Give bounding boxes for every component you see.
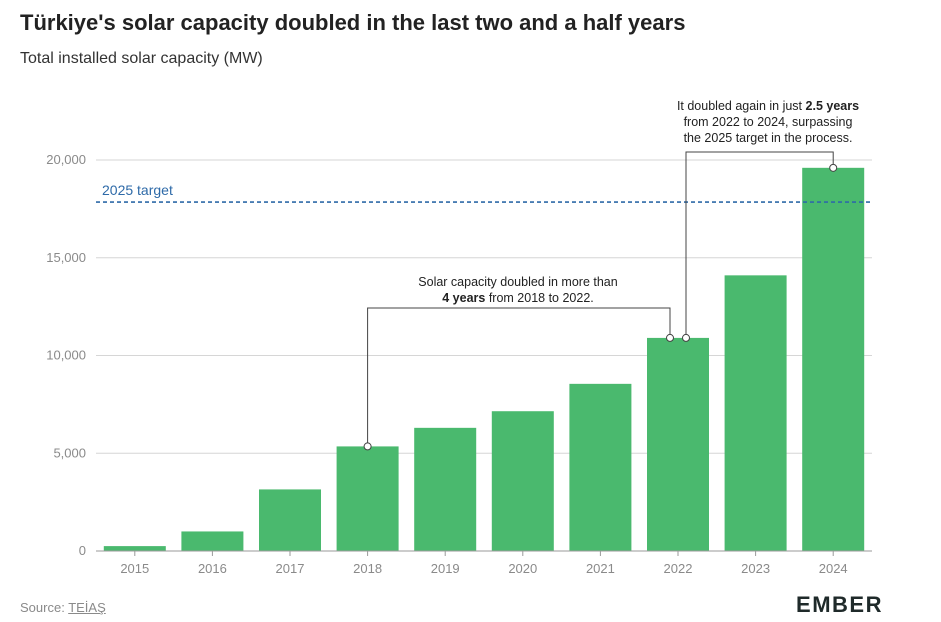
chart-subtitle: Total installed solar capacity (MW) [20,50,263,67]
x-tick-label: 2022 [664,561,693,576]
annotation-2018-2022: Solar capacity doubled in more than 4 yea… [418,275,617,305]
y-tick-label: 20,000 [46,152,86,167]
x-tick-label: 2023 [741,561,770,576]
bar [647,337,709,551]
ember-logo: EMBER [796,592,883,617]
annotation-marker [666,333,674,342]
bar [259,489,321,551]
bar [336,446,399,551]
x-tick-label: 2017 [276,561,305,576]
y-tick-label: 5,000 [53,445,86,460]
x-tick-label: 2021 [586,561,615,576]
bar [414,427,477,551]
y-tick-label: 0 [79,543,86,558]
x-tick-label: 2020 [508,561,537,576]
annotation-2022-2024: It doubled again in just 2.5 years from 2… [677,99,859,145]
y-tick-label: 10,000 [46,348,86,363]
bar [181,531,244,551]
source-link[interactable]: TEİAŞ [68,600,106,615]
x-tick-label: 2024 [819,561,848,576]
bar [491,411,554,551]
source-prefix: Source: [20,600,69,615]
bar [103,546,166,551]
bar [724,275,787,551]
x-tick-label: 2015 [120,561,149,576]
annotation-marker [363,442,372,451]
bar [802,167,865,551]
source-note: Source: TEİAŞ [20,600,106,615]
target-label: 2025 target [102,182,173,198]
x-tick-label: 2018 [353,561,382,576]
x-tick-label: 2019 [431,561,460,576]
annotation-connector [367,307,671,447]
annotation-connector [685,151,834,338]
y-tick-label: 15,000 [46,250,86,265]
chart-title: Türkiye's solar capacity doubled in the … [20,10,686,35]
bar [569,383,632,551]
annotation-marker [829,163,838,172]
annotation-marker [682,333,690,342]
x-tick-label: 2016 [198,561,227,576]
